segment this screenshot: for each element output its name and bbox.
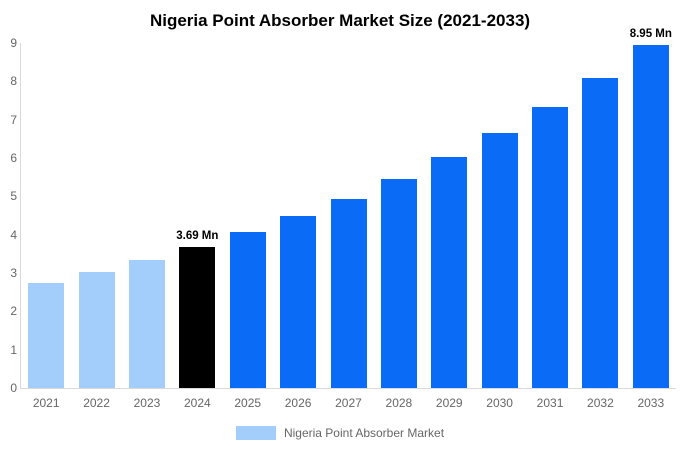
- y-axis-tick-label-2: 2: [10, 304, 17, 319]
- y-axis-tick-label-8: 8: [10, 74, 17, 89]
- x-axis-tick-label-2025: 2025: [234, 396, 262, 410]
- y-axis-tick-label-1: 1: [10, 342, 17, 357]
- x-axis-tick-label-2022: 2022: [83, 396, 110, 410]
- bar-2030: [481, 133, 518, 388]
- plot-area: 0 1 2 3 4 5 6 7 8 9 2021 2022 2023 2024 2025 2026 2027 20…: [10, 28, 676, 410]
- bar-2023: [128, 260, 165, 388]
- legend-item-nigeria-point-absorber-market[interactable]: Nigeria Point Absorber Market: [235, 426, 445, 440]
- x-axis-tick-label-2021: 2021: [32, 396, 60, 410]
- bar-value-label-2024: 3.69 Mn: [176, 229, 219, 242]
- y-axis-tick-label-9: 9: [10, 36, 17, 50]
- x-axis-tick-label-2023: 2023: [133, 396, 161, 410]
- x-axis-tick-label-2027: 2027: [335, 396, 362, 410]
- bar-2028: [380, 179, 417, 388]
- bar-2029: [431, 157, 468, 388]
- y-axis-tick-label-4: 4: [10, 227, 17, 242]
- y-axis-tick-label-5: 5: [10, 189, 17, 204]
- bar-2033: [632, 44, 669, 388]
- x-axis-tick-label-2029: 2029: [435, 396, 463, 410]
- x-axis-tick-label-2026: 2026: [284, 396, 312, 410]
- x-axis-tick-label-2031: 2031: [536, 396, 564, 410]
- x-axis-tick-label-2024: 2024: [183, 396, 211, 410]
- chart-legend: Nigeria Point Absorber Market: [0, 426, 680, 440]
- bar-2021: [28, 283, 65, 388]
- y-axis-tick-label-7: 7: [10, 112, 17, 127]
- bar-2032: [582, 77, 619, 388]
- y-axis-tick-label-3: 3: [10, 266, 17, 280]
- bar-2025: [229, 232, 266, 388]
- x-axis-tick-label-2028: 2028: [385, 396, 413, 410]
- x-axis-tick-label-2033: 2033: [637, 396, 665, 410]
- bar-2026: [280, 216, 317, 388]
- bar-2024: [179, 246, 216, 388]
- legend-swatch: [235, 426, 276, 440]
- y-axis-tick-label-0: 0: [10, 381, 17, 395]
- bar-2031: [532, 107, 569, 388]
- x-axis-tick-label-2032: 2032: [587, 396, 614, 410]
- x-axis-tick-label-2030: 2030: [486, 396, 513, 410]
- bar-2022: [78, 272, 115, 388]
- y-axis-tick-label-6: 6: [10, 151, 17, 165]
- bar-2027: [330, 198, 367, 388]
- legend-label: Nigeria Point Absorber Market: [283, 426, 445, 440]
- bar-value-label-2033: 8.95 Mn: [629, 27, 672, 40]
- chart-title: Nigeria Point Absorber Market Size (2021…: [149, 11, 531, 30]
